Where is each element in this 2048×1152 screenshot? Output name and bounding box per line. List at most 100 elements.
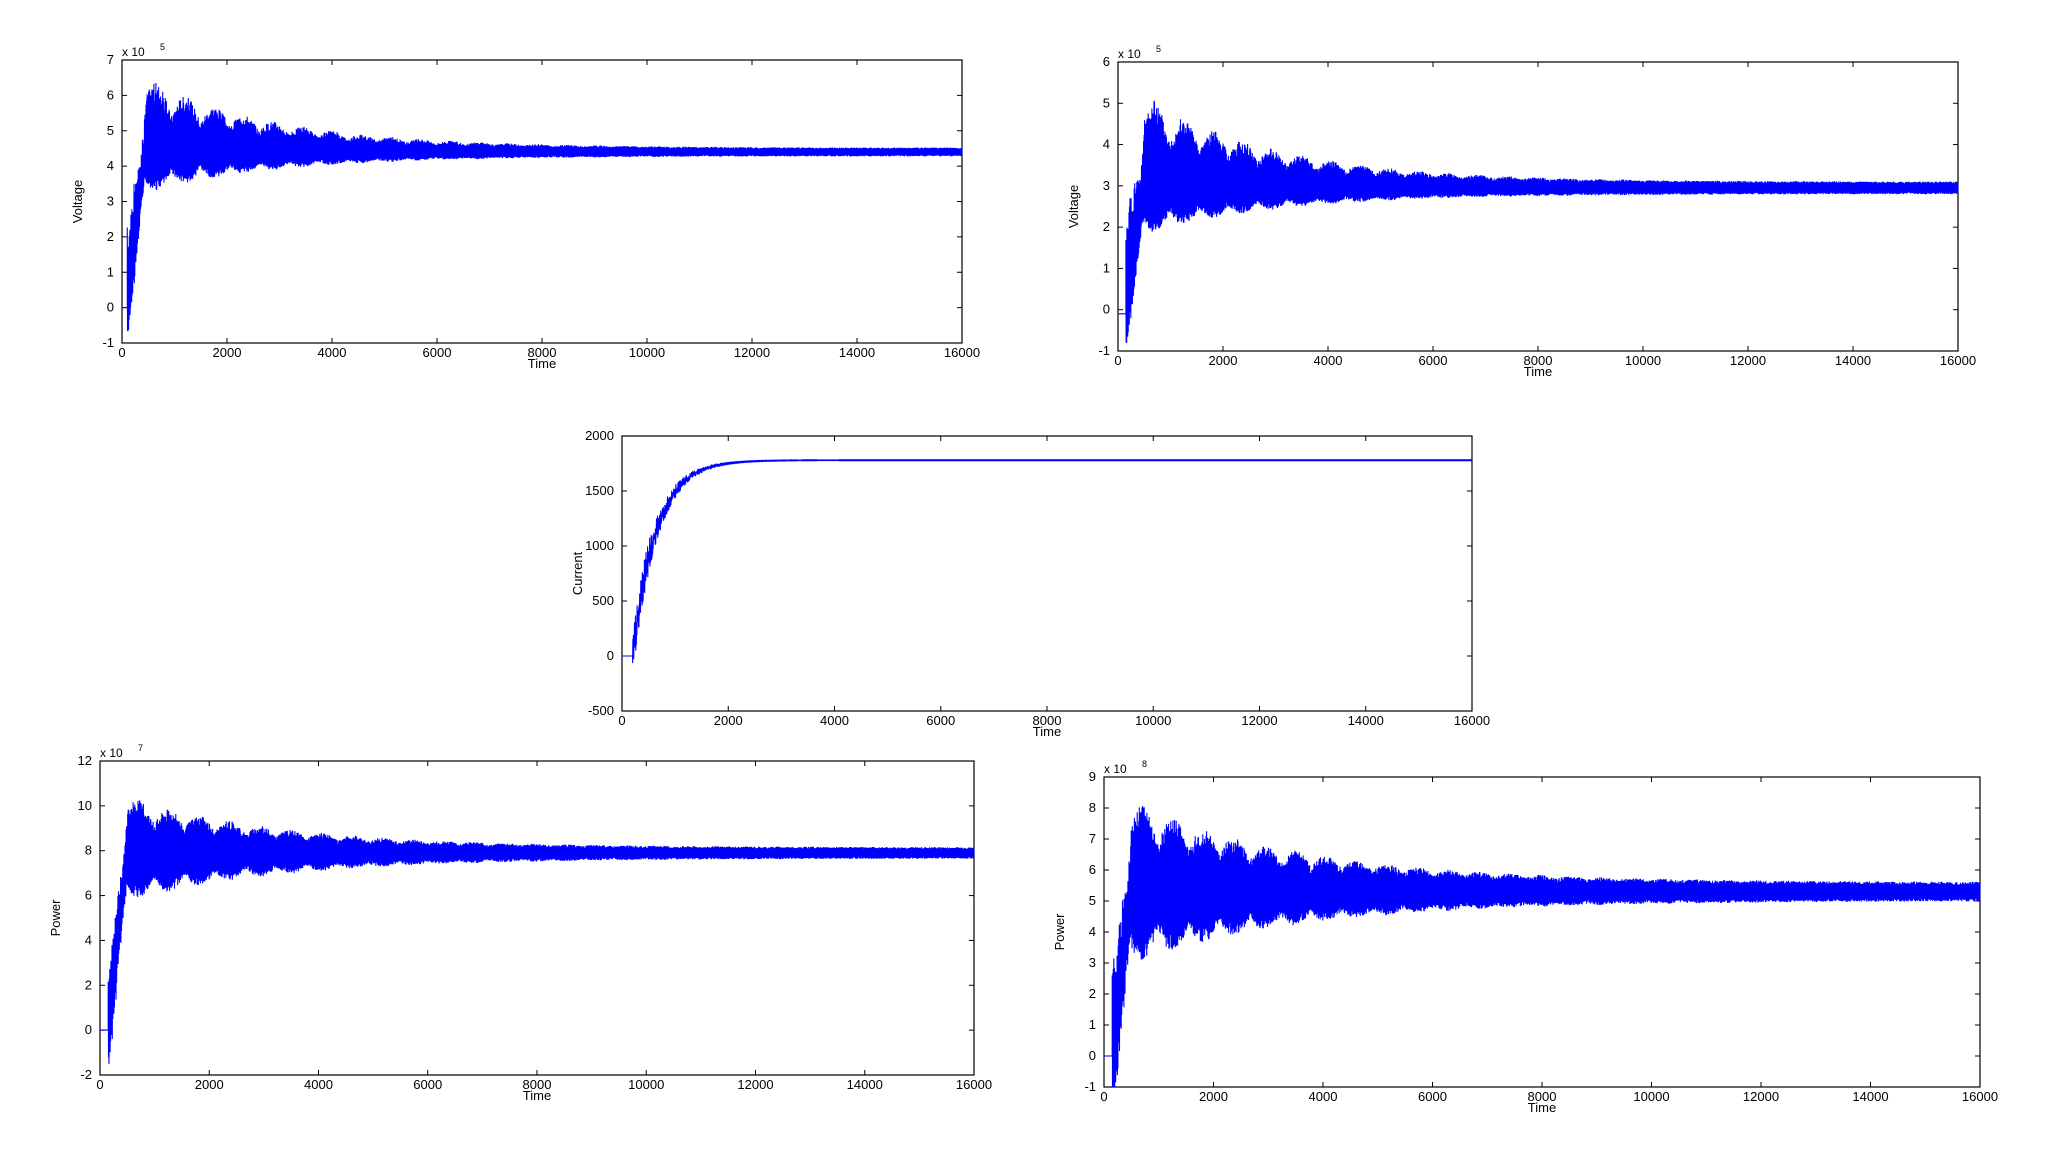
y-tick-label: 1000 — [585, 538, 614, 553]
exponent-label: x 10 — [122, 45, 145, 59]
y-tick-label: 4 — [1103, 137, 1110, 152]
y-tick-label: 0 — [107, 300, 114, 315]
x-tick-label: 6000 — [1419, 353, 1448, 368]
x-tick-label: 4000 — [820, 713, 849, 728]
x-tick-label: 6000 — [926, 713, 955, 728]
y-tick-label: 0 — [607, 648, 614, 663]
y-tick-label: 4 — [107, 158, 114, 173]
y-axis-label: Current — [570, 551, 585, 595]
x-tick-label: 4000 — [304, 1077, 333, 1092]
y-tick-label: -2 — [80, 1067, 92, 1082]
y-tick-label: 2 — [107, 229, 114, 244]
x-tick-label: 6000 — [413, 1077, 442, 1092]
y-tick-label: -500 — [588, 703, 614, 718]
exponent-value: 8 — [1142, 759, 1147, 769]
series-line — [1104, 805, 1981, 1088]
x-tick-label: 6000 — [1418, 1089, 1447, 1104]
y-tick-label: -1 — [102, 335, 114, 350]
x-tick-label: 2000 — [1199, 1089, 1228, 1104]
axes-box — [121, 59, 963, 344]
x-tick-label: 2000 — [1209, 353, 1238, 368]
exponent-label: x 10 — [1104, 762, 1127, 776]
chart-power-2: 0 2000 4000 6000 8000 10000 12000 14000 16000 -1 0… — [1052, 759, 1998, 1115]
y-tick-label: 5 — [107, 123, 114, 138]
y-tick-label: 5 — [1103, 95, 1110, 110]
y-tick-label: 9 — [1089, 769, 1096, 784]
x-tick-label: 4000 — [1309, 1089, 1338, 1104]
y-axis-label: Power — [48, 899, 63, 937]
x-tick-label: 8000 — [1528, 1089, 1557, 1104]
x-tick-label: 10000 — [1625, 353, 1661, 368]
axes-box — [1103, 776, 1981, 1088]
y-tick-label: 6 — [85, 888, 92, 903]
x-tick-label: 10000 — [1633, 1089, 1669, 1104]
x-axis-label: Time — [1524, 364, 1552, 379]
x-tick-label: 2000 — [714, 713, 743, 728]
y-tick-label: 7 — [1089, 831, 1096, 846]
y-tick-label: 6 — [1089, 862, 1096, 877]
x-tick-label: 10000 — [628, 1077, 664, 1092]
y-tick-label: 3 — [1089, 955, 1096, 970]
y-tick-label: 8 — [1089, 800, 1096, 815]
x-tick-label: 4000 — [1314, 353, 1343, 368]
series-line — [100, 800, 975, 1065]
y-tick-label: 3 — [1103, 178, 1110, 193]
x-tick-label: 12000 — [1241, 713, 1277, 728]
x-tick-label: 8000 — [1524, 353, 1553, 368]
chart-voltage-1: 0 2000 4000 6000 8000 10000 12000 14000 16000 -1 0… — [70, 42, 980, 371]
series-line — [622, 458, 1473, 664]
x-tick-label: 12000 — [1743, 1089, 1779, 1104]
y-tick-label: 0 — [1103, 302, 1110, 317]
x-tick-label: 2000 — [213, 345, 242, 360]
x-tick-label: 6000 — [423, 345, 452, 360]
y-tick-label: 5 — [1089, 893, 1096, 908]
exponent-value: 7 — [138, 743, 143, 753]
y-axis-label: Voltage — [70, 180, 85, 223]
y-tick-label: 6 — [1103, 54, 1110, 69]
y-tick-label: 2 — [1103, 219, 1110, 234]
x-tick-label: 16000 — [1962, 1089, 1998, 1104]
y-tick-label: 1 — [1089, 1017, 1096, 1032]
series-line — [1118, 100, 1959, 343]
y-tick-label: -1 — [1084, 1079, 1096, 1094]
y-tick-label: 1 — [107, 264, 114, 279]
x-tick-label: 0 — [618, 713, 625, 728]
y-tick-label: 4 — [85, 932, 92, 947]
y-axis-label: Voltage — [1066, 185, 1081, 228]
x-tick-label: 8000 — [528, 345, 557, 360]
exponent-label: x 10 — [1118, 47, 1141, 61]
x-axis-label: Time — [1528, 1100, 1556, 1115]
x-tick-label: 14000 — [1348, 713, 1384, 728]
x-tick-label: 14000 — [1852, 1089, 1888, 1104]
y-tick-label: -1 — [1098, 343, 1110, 358]
x-tick-label: 16000 — [1940, 353, 1976, 368]
x-tick-label: 10000 — [1135, 713, 1171, 728]
x-tick-label: 14000 — [839, 345, 875, 360]
x-tick-label: 14000 — [847, 1077, 883, 1092]
y-tick-label: 8 — [85, 843, 92, 858]
x-tick-label: 16000 — [944, 345, 980, 360]
y-tick-label: 0 — [1089, 1048, 1096, 1063]
chart-power-1: 0 2000 4000 6000 8000 10000 12000 14000 16000 -2 0… — [48, 743, 992, 1103]
y-tick-label: 2000 — [585, 428, 614, 443]
series-line — [122, 82, 963, 332]
x-tick-label: 8000 — [1033, 713, 1062, 728]
y-tick-label: 12 — [78, 753, 92, 768]
y-tick-label: 2 — [1089, 986, 1096, 1001]
y-tick-label: 4 — [1089, 924, 1096, 939]
chart-current: 0 2000 4000 6000 8000 10000 12000 14000 16000-50… — [570, 428, 1490, 739]
y-tick-label: 1 — [1103, 260, 1110, 275]
x-tick-label: 4000 — [318, 345, 347, 360]
x-tick-label: 0 — [1114, 353, 1121, 368]
x-axis-label: Time — [528, 356, 556, 371]
x-tick-label: 0 — [1100, 1089, 1107, 1104]
x-tick-label: 12000 — [1730, 353, 1766, 368]
x-tick-label: 2000 — [195, 1077, 224, 1092]
x-tick-label: 8000 — [523, 1077, 552, 1092]
x-tick-label: 0 — [96, 1077, 103, 1092]
x-tick-label: 14000 — [1835, 353, 1871, 368]
y-tick-label: 2 — [85, 977, 92, 992]
y-axis-label: Power — [1052, 913, 1067, 951]
axes-box — [621, 435, 1473, 712]
